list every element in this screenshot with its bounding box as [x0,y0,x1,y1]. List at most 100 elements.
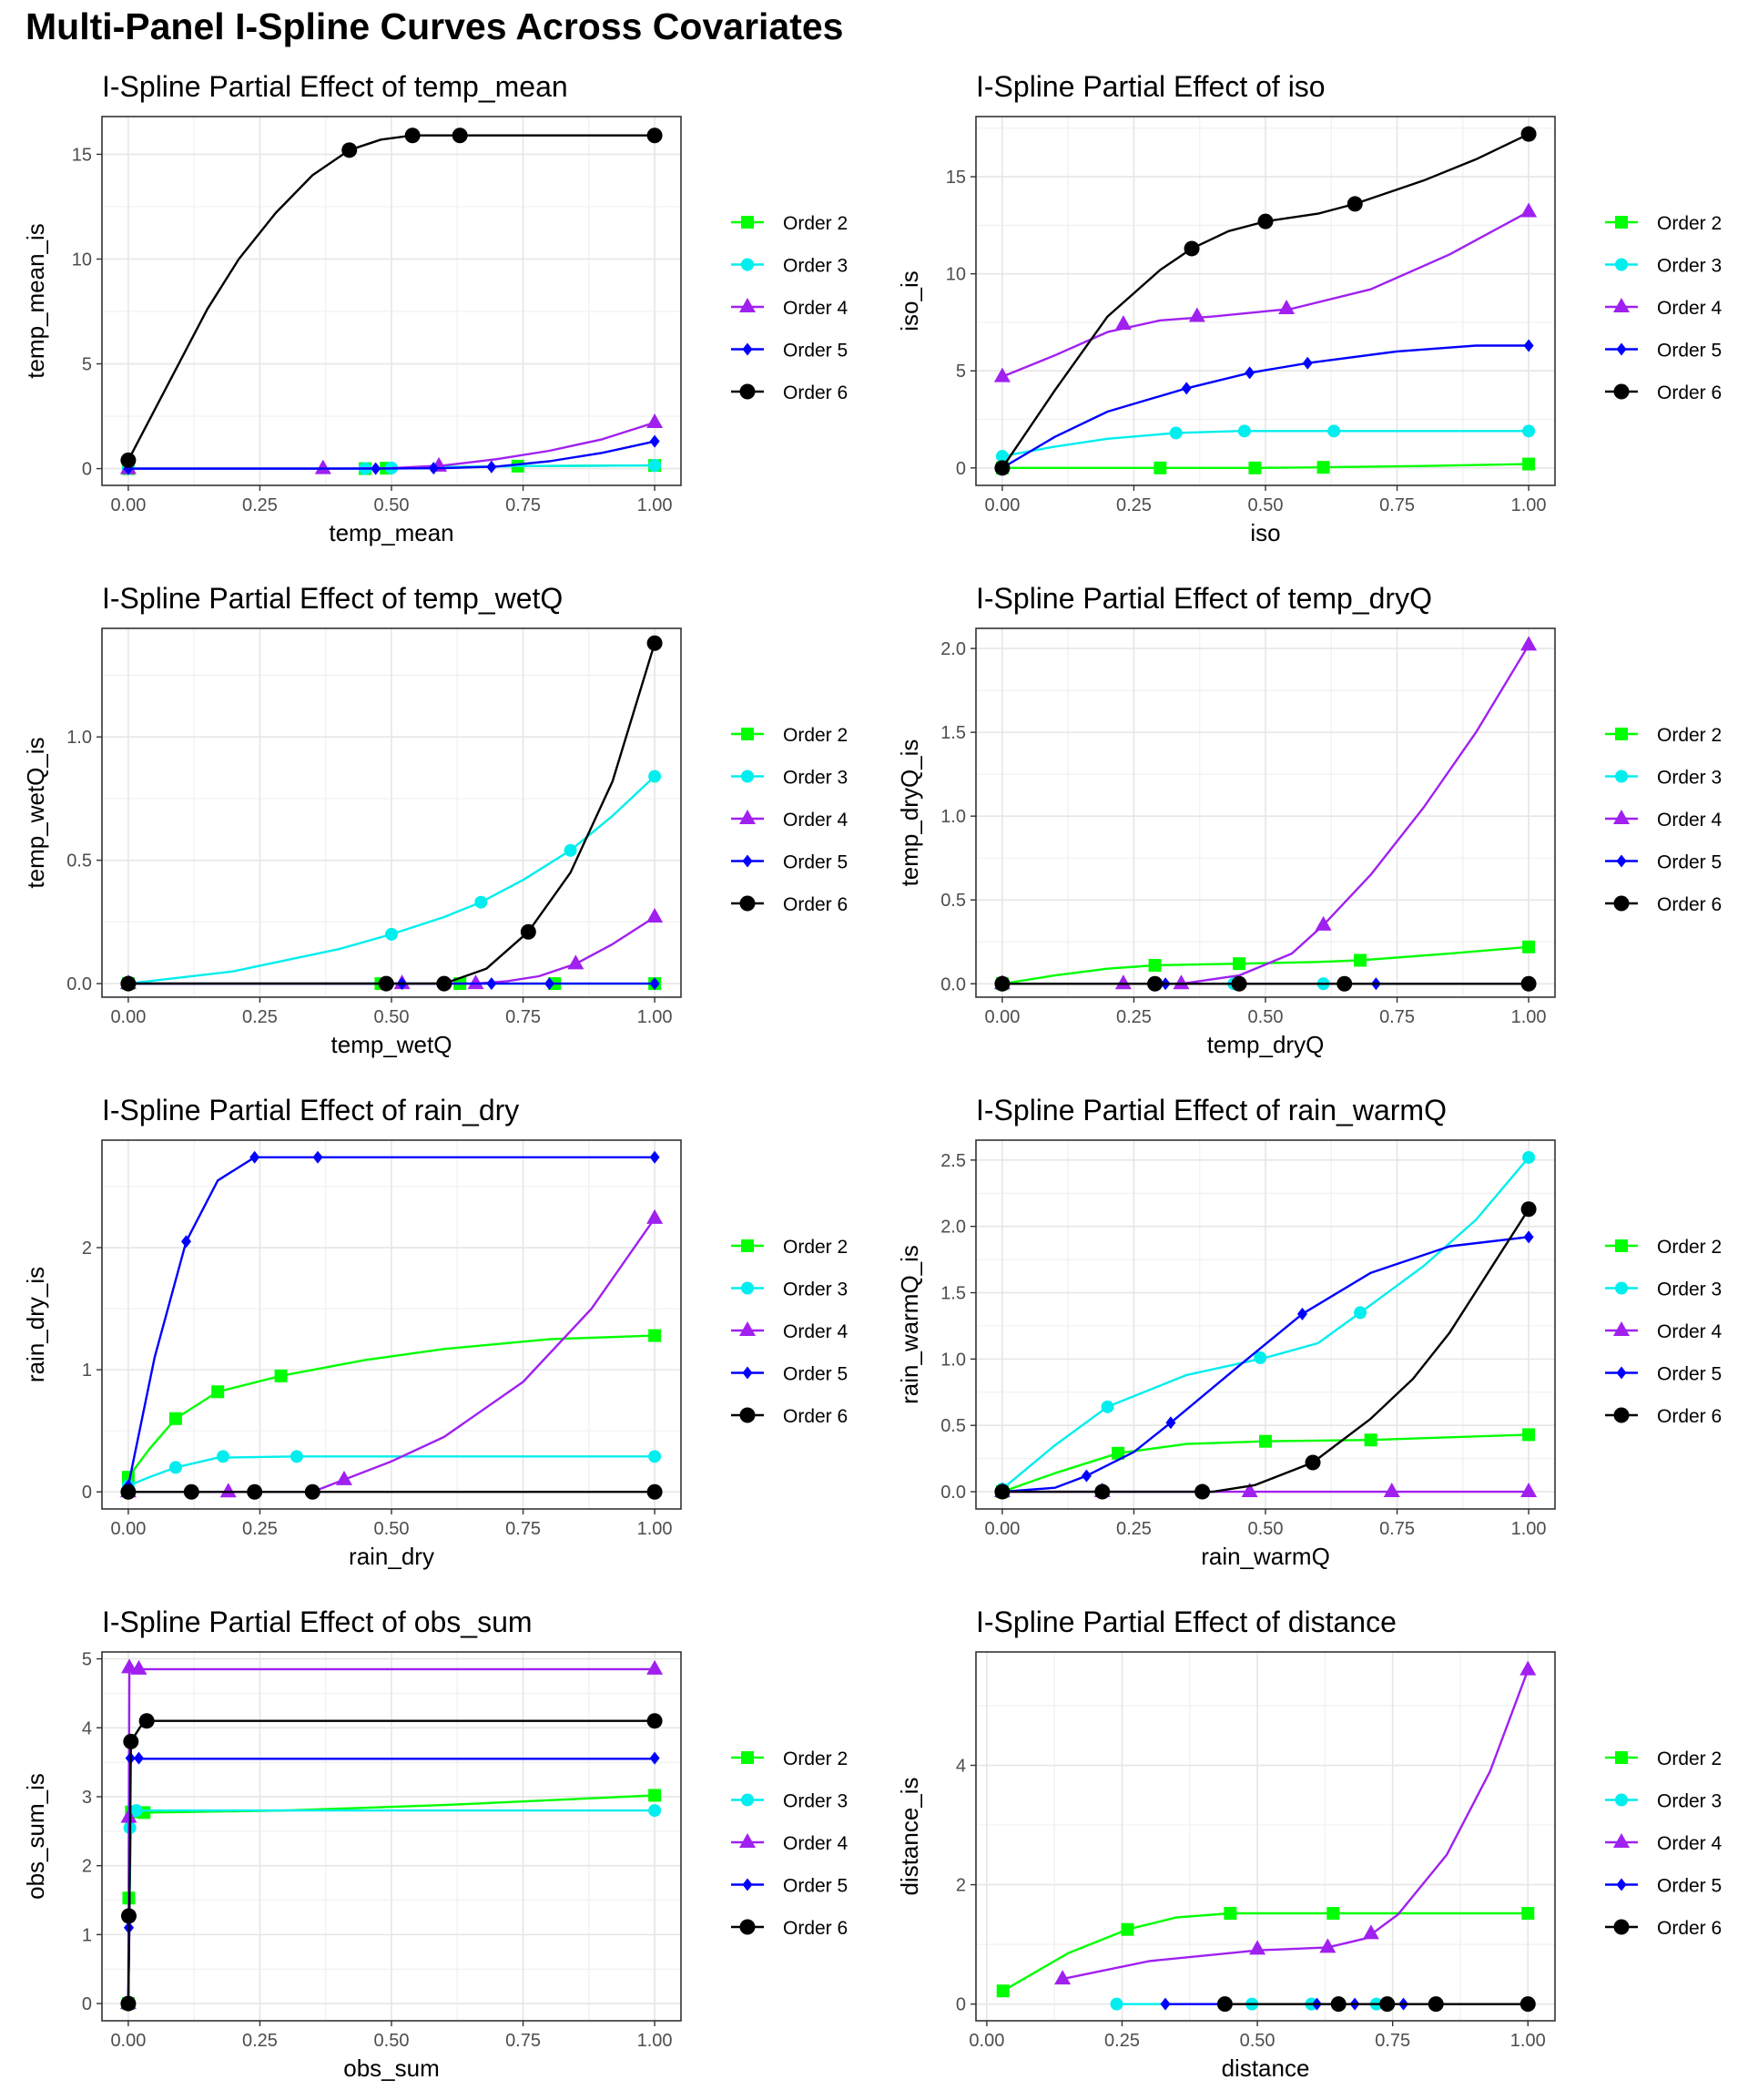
x-tick-label: 0.00 [110,1519,146,1539]
legend-key-marker [739,298,756,312]
data-point [1520,975,1537,992]
data-point [1081,1469,1092,1483]
legend-label: Order 5 [783,341,848,362]
y-axis-label: temp_mean_is [22,223,49,379]
y-tick-label: 5 [82,1650,92,1670]
legend-item: Order 4 [1605,1321,1723,1342]
legend-label: Order 4 [1657,1833,1723,1854]
legend-key-marker [741,1239,754,1252]
data-point [312,1150,323,1164]
legend-label: Order 5 [1657,1364,1722,1385]
data-point [1110,1997,1123,2011]
legend-key-marker [1616,1366,1627,1380]
x-tick-label: 0.75 [505,495,541,515]
legend-label: Order 6 [783,1406,848,1427]
legend-key-marker [742,1878,753,1891]
x-tick-label: 1.00 [637,1007,673,1027]
legend-label: Order 4 [783,1321,849,1342]
y-axis-label: temp_dryQ_is [896,739,923,887]
legend-key-marker [1613,810,1630,824]
legend-key-marker [741,728,754,740]
legend: Order 2 Order 3 Order 4 Order 5 Order 6 [1605,1237,1723,1427]
data-point [120,1808,137,1823]
plot-border [101,1139,682,1510]
x-tick-label: 0.75 [1379,1007,1415,1027]
legend-label: Order 4 [783,298,849,319]
legend-item: Order 2 [1605,1748,1722,1769]
chart-panel-1: I-Spline Partial Effect of temp_mean 0.00… [22,70,849,546]
legend-item: Order 4 [731,298,849,319]
x-tick-label: 0.75 [505,1519,541,1539]
data-point [649,1150,660,1164]
legend-key-marker [741,216,754,229]
legend-item: Order 3 [1605,768,1722,789]
legend-label: Order 5 [1657,341,1722,362]
data-point [335,1470,352,1485]
legend-key-marker [1613,895,1630,912]
legend-key-marker [1615,770,1628,783]
legend-key-marker [739,1321,756,1336]
data-point [1522,457,1536,471]
data-point [1188,307,1205,322]
legend-item: Order 2 [731,1748,848,1769]
data-point [274,1369,288,1382]
legend-label: Order 3 [783,256,848,277]
data-point [404,127,421,144]
x-tick-label: 0.50 [374,2031,410,2051]
data-point [1315,915,1332,931]
x-tick-label: 1.00 [637,495,673,515]
legend-label: Order 5 [783,1876,848,1897]
y-tick-label: 0.5 [940,891,966,911]
series-order-4 [1054,1660,1537,1985]
chart-title: I-Spline Partial Effect of temp_wetQ [102,582,563,615]
data-point [1173,974,1190,990]
x-tick-label: 0.25 [242,2031,278,2051]
legend-label: Order 3 [1657,1279,1722,1300]
series-line [1001,133,1530,469]
legend-key-marker [1613,1407,1630,1423]
data-point [646,907,664,923]
y-tick-label: 1.5 [940,1284,966,1304]
data-point [1520,126,1537,142]
data-point [646,413,664,428]
data-point [648,1450,662,1463]
data-point [648,1329,662,1342]
data-point [1259,1434,1272,1448]
x-tick-label: 0.50 [1248,495,1284,515]
series-order-6 [994,975,1537,992]
legend-item: Order 6 [1605,894,1722,915]
x-tick-label: 1.00 [1511,1519,1547,1539]
series-order-4 [993,202,1538,382]
data-point [1184,240,1200,257]
legend-key-marker [742,1366,753,1380]
y-tick-label: 4 [82,1718,92,1738]
data-point [1121,1922,1134,1936]
data-point [1216,1996,1233,2013]
x-tick-label: 0.75 [505,2031,541,2051]
legend-label: Order 5 [1657,852,1722,873]
data-point [1522,1150,1536,1164]
series-order-4 [993,636,1538,990]
legend-item: Order 5 [1605,1876,1722,1897]
series-order-6 [120,1483,663,1500]
data-point [996,1984,1010,1998]
chart-panel-7: I-Spline Partial Effect of obs_sum 0.00 0.… [22,1606,849,2082]
data-point [1241,1483,1258,1498]
data-point [120,1908,137,1924]
data-point [133,1751,144,1765]
data-point [1296,1307,1307,1320]
data-point [314,459,331,474]
y-axis-label: rain_dry_is [22,1267,49,1382]
legend-key-marker [739,1919,756,1935]
y-tick-label: 0.0 [940,1483,966,1503]
data-point [1153,461,1167,474]
legend-label: Order 5 [783,1364,848,1385]
plot-border [101,116,682,486]
x-axis-label: rain_warmQ [1201,1543,1330,1570]
plot-border [975,627,1556,998]
data-point [249,1150,260,1164]
series-line [1001,1208,1530,1493]
data-point [1354,1306,1367,1320]
data-point [181,1235,192,1249]
data-point [646,1483,663,1500]
